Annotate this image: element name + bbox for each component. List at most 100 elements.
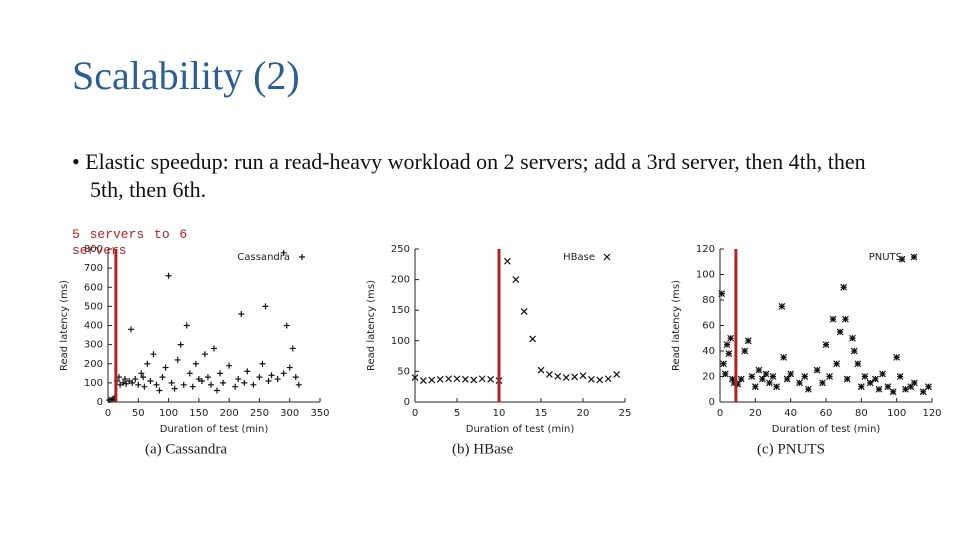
data-point [778,302,786,310]
data-point [280,249,287,256]
data-point [896,373,904,380]
data-point [138,370,145,377]
data-point [411,374,419,381]
x-tick-label: 300 [280,408,299,419]
data-point [741,347,749,355]
chart-caption: (c) PNUTS [757,441,825,457]
data-point [596,376,604,384]
data-point [723,341,731,349]
data-point [872,375,879,383]
data-point [436,375,444,383]
data-point [884,383,892,391]
data-point [419,377,427,385]
y-tick-label: 200 [391,275,410,286]
data-point [292,374,299,381]
data-point [461,375,469,383]
x-tick-label: 0 [717,408,723,419]
data-point [470,376,478,384]
x-tick-label: 0 [105,408,111,419]
x-tick-label: 40 [784,408,797,419]
data-point [262,303,269,310]
data-point [286,364,293,371]
data-point [453,375,461,383]
data-point [554,372,562,380]
data-point [857,383,865,391]
data-point [189,383,196,390]
data-point [893,353,901,361]
x-tick-label: 15 [535,408,548,419]
data-point [259,360,266,367]
data-point [813,366,821,374]
y-axis-label: Read latency (ms) [366,280,377,371]
x-axis-label: Duration of test (min) [772,424,881,435]
data-point [833,360,841,368]
data-point [207,381,214,388]
data-point [241,379,248,386]
data-point [128,326,135,333]
slide-title: Scalability (2) [72,53,300,98]
x-tick-label: 150 [189,408,208,419]
data-point [842,315,849,323]
data-point [162,364,169,371]
y-tick-label: 600 [84,282,103,293]
data-point [579,372,587,380]
data-point [126,377,133,384]
data-point [195,376,202,383]
legend-label: HBase [563,252,595,263]
data-point [265,377,272,384]
data-point [168,379,175,386]
data-point [180,381,187,388]
data-point [256,374,263,381]
data-point [843,375,851,383]
x-tick-label: 120 [922,408,941,419]
data-point [748,373,756,380]
data-point [250,381,257,388]
data-point [725,350,733,357]
data-point [587,375,595,383]
data-point [211,345,217,352]
data-point [875,385,883,393]
x-tick-label: 200 [220,408,239,419]
data-point [720,360,727,368]
data-point [135,381,142,388]
x-tick-label: 20 [577,408,590,419]
data-point [171,385,178,392]
data-point [879,370,886,378]
data-point [919,388,927,396]
data-point [232,383,239,390]
data-point [902,385,909,393]
data-point [503,257,511,265]
data-point [571,373,579,381]
data-point [613,371,621,378]
y-tick-label: 20 [702,372,715,383]
data-point [801,373,809,380]
data-point [512,276,520,284]
data-point [132,376,139,383]
x-tick-label: 60 [820,408,833,419]
data-point [150,351,157,358]
data-point [734,380,742,388]
data-point [861,373,869,380]
data-point [120,379,127,386]
data-point [244,368,251,375]
data-point [183,322,190,329]
x-tick-label: 10 [493,408,506,419]
data-point [529,335,537,343]
x-tick-label: 20 [749,408,762,419]
data-point [537,366,545,374]
data-point [766,379,773,387]
y-tick-label: 80 [702,295,715,306]
data-point [783,375,791,383]
data-point [727,334,735,342]
data-point [144,360,151,367]
x-tick-label: 100 [887,408,906,419]
data-point [822,341,830,349]
data-point [204,374,211,381]
data-point [840,283,848,291]
data-point [140,374,147,381]
data-point [889,388,897,396]
data-point [819,379,826,387]
x-tick-label: 50 [132,408,145,419]
data-point [177,341,184,348]
